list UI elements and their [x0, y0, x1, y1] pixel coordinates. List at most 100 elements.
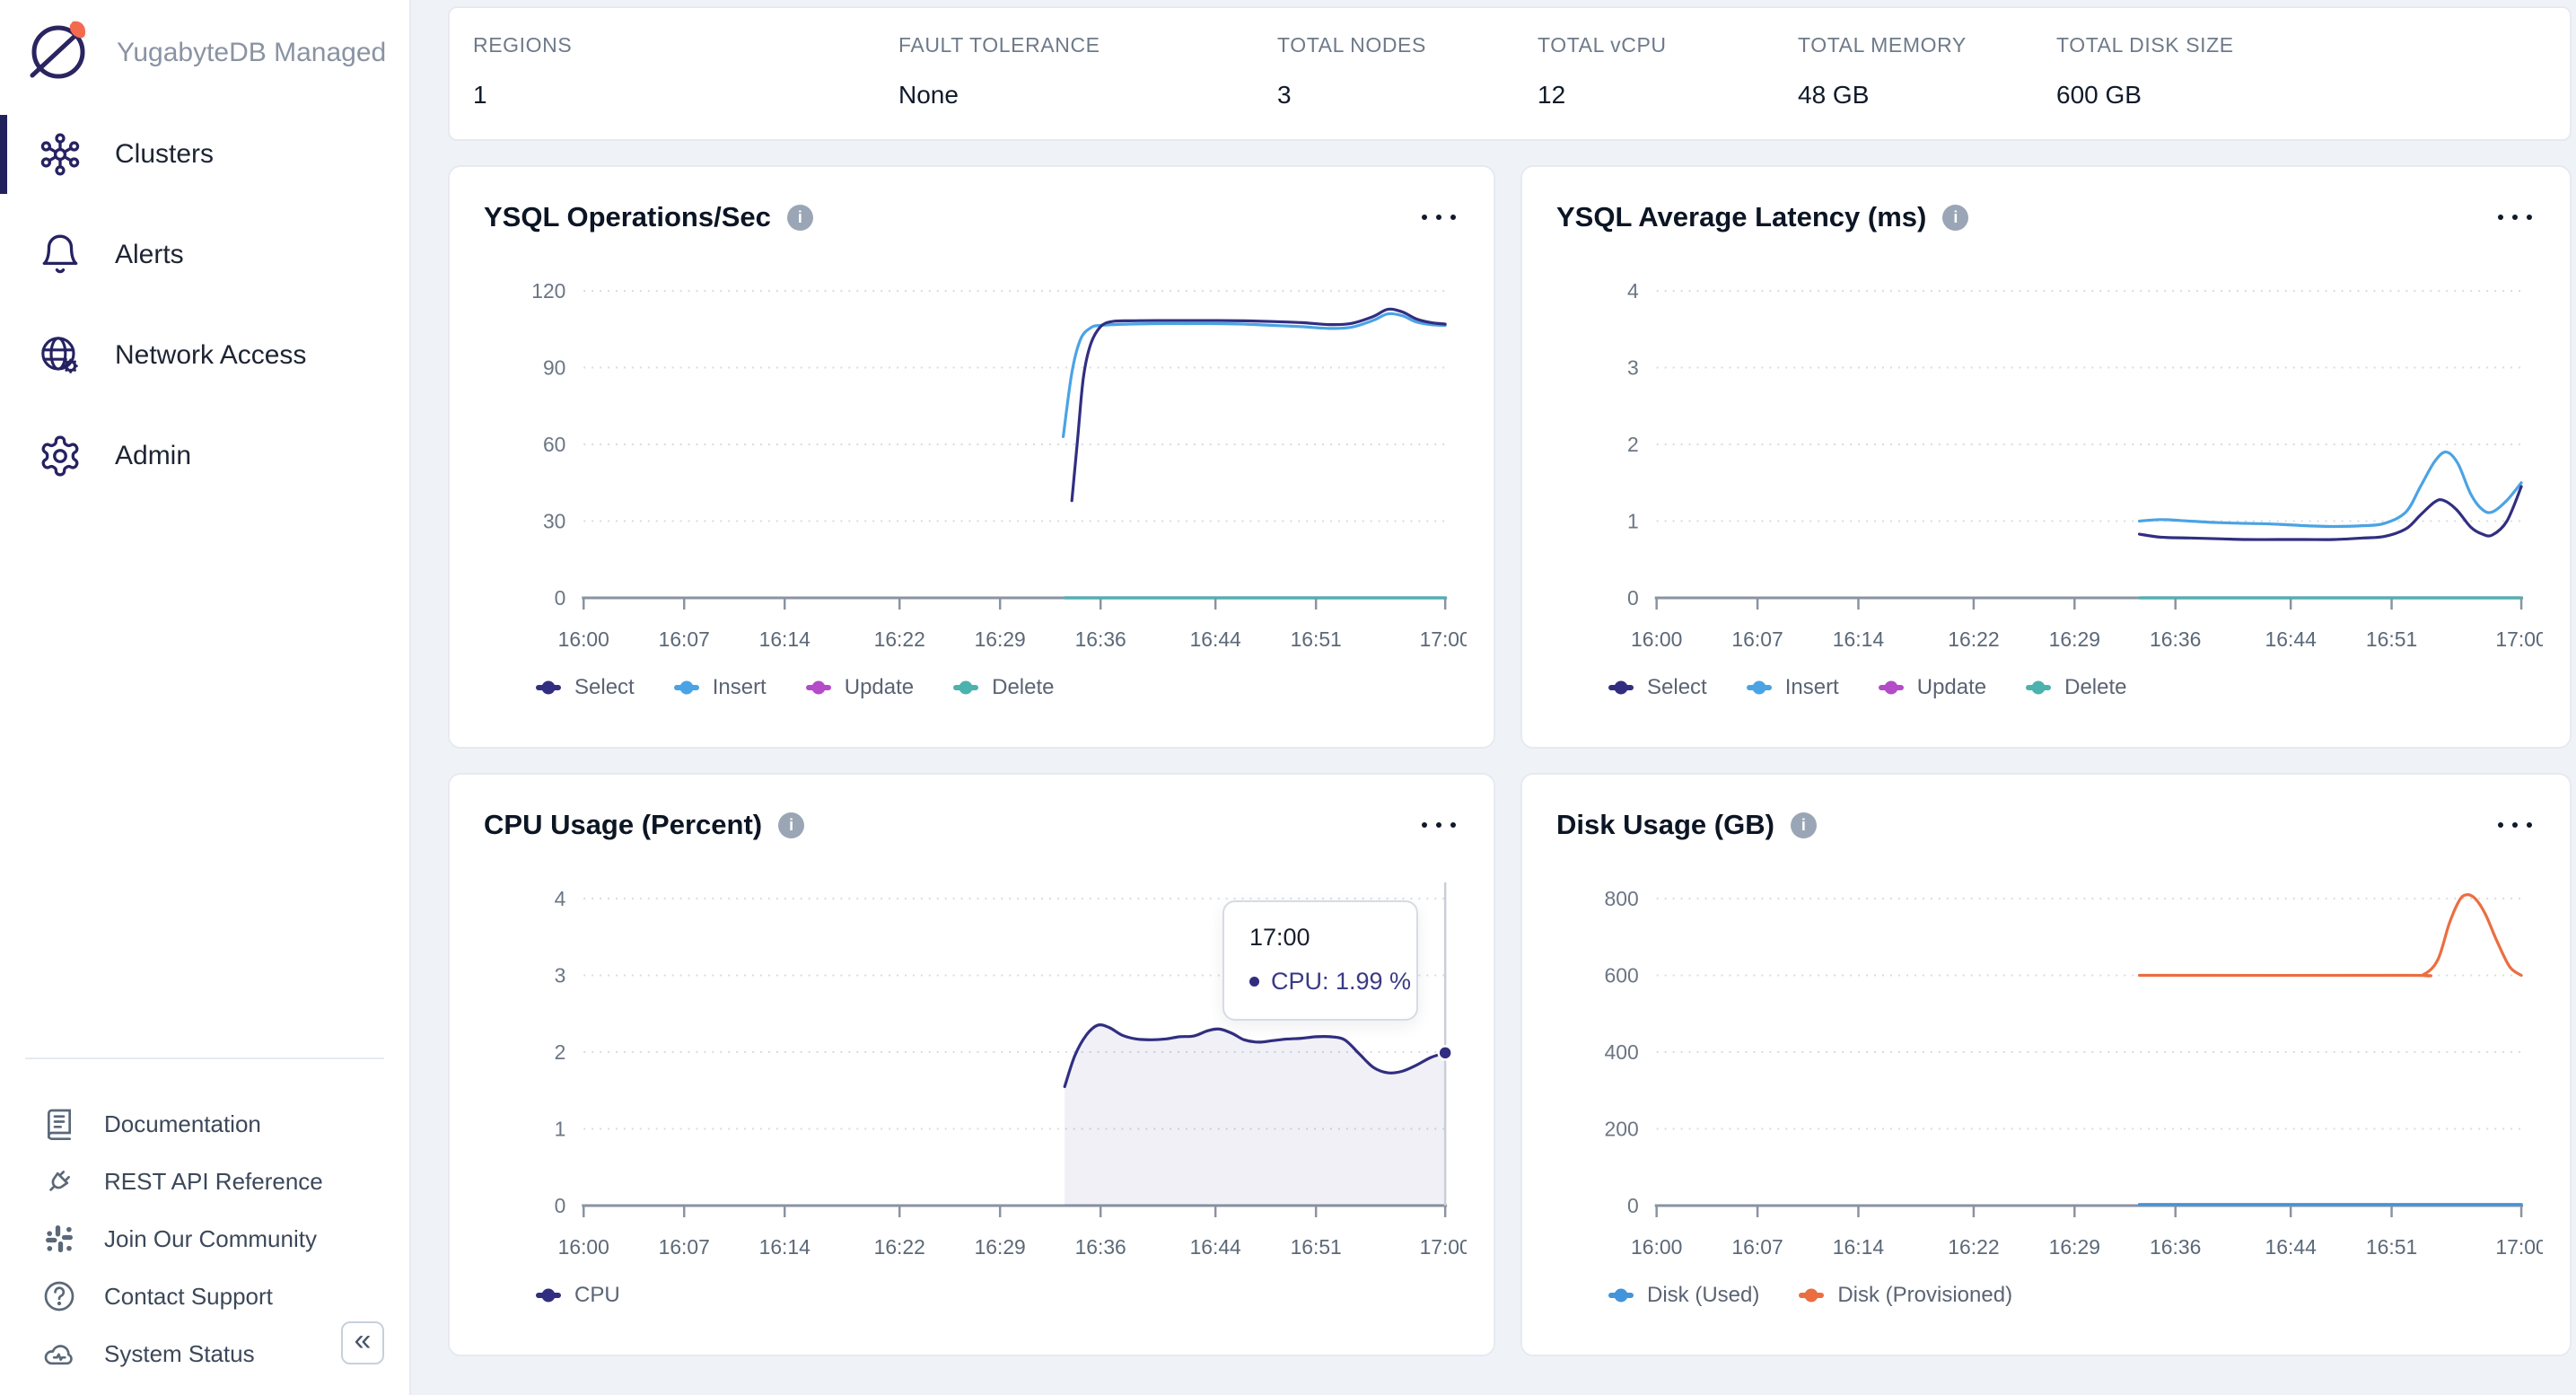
stat-regions: REGIONS 1: [473, 33, 898, 110]
chart-canvas[interactable]: 0 30 60 90 120 16:00 16:07 16:14 16:22 16:29 16:36…: [477, 241, 1467, 673]
footer-item-label: Documentation: [104, 1110, 261, 1137]
slack-icon: [41, 1221, 77, 1257]
legend-item[interactable]: Insert: [673, 675, 767, 700]
legend-item[interactable]: CPU: [536, 1283, 620, 1308]
card-header: CPU Usage (Percent) i: [477, 775, 1467, 848]
legend-marker-icon: [1878, 685, 1904, 690]
stat-label: REGIONS: [473, 33, 573, 57]
legend-label: Delete: [2064, 675, 2127, 699]
svg-text:16:07: 16:07: [659, 1235, 710, 1259]
svg-text:16:36: 16:36: [1075, 627, 1126, 651]
chart-card-ysql-operations: YSQL Operations/Sec i 0 30 60 90 120 16:00 16:…: [448, 165, 1495, 749]
legend-item[interactable]: Select: [1608, 675, 1707, 700]
svg-text:16:51: 16:51: [1291, 627, 1342, 651]
svg-text:16:36: 16:36: [1075, 1235, 1126, 1259]
legend-item[interactable]: Select: [536, 675, 635, 700]
svg-text:800: 800: [1604, 887, 1638, 910]
svg-text:16:14: 16:14: [1833, 1235, 1885, 1259]
card-header: YSQL Average Latency (ms) i: [1549, 167, 2543, 241]
chart-card-ysql-latency: YSQL Average Latency (ms) i 0 1 2 3 4 16:00 16…: [1520, 165, 2572, 749]
sidebar-item-label: Admin: [115, 441, 192, 470]
legend-item[interactable]: Delete: [953, 675, 1055, 700]
yugabyte-logo-icon: [23, 14, 95, 91]
legend-label: Disk (Used): [1647, 1283, 1760, 1307]
svg-text:2: 2: [555, 1040, 566, 1064]
stat-total-nodes: TOTAL NODES 3: [1277, 33, 1538, 110]
question-circle-icon: [41, 1278, 77, 1314]
legend-item[interactable]: Insert: [1746, 675, 1839, 700]
gear-icon: [38, 434, 83, 478]
svg-text:2: 2: [1627, 433, 1639, 456]
tooltip-value-line: CPU: 1.99 %: [1249, 968, 1416, 996]
sidebar-item-system-status[interactable]: System Status: [0, 1325, 409, 1382]
legend-marker-icon: [673, 685, 699, 690]
sidebar-item-join-our-community[interactable]: Join Our Community: [0, 1210, 409, 1268]
stat-label: TOTAL MEMORY: [1798, 33, 1967, 57]
chart-canvas[interactable]: 0 1 2 3 4 16:00 16:07 16:14 16:22 16:29 16:36 16:44…: [1549, 241, 2543, 673]
chart-legend: Disk (Used) Disk (Provisioned): [1608, 1283, 2543, 1308]
svg-text:200: 200: [1604, 1117, 1638, 1140]
footer-item-label: Join Our Community: [104, 1224, 317, 1252]
svg-text:16:07: 16:07: [659, 627, 710, 651]
legend-marker-icon: [1608, 685, 1634, 690]
sidebar-item-documentation[interactable]: Documentation: [0, 1095, 409, 1153]
sidebar-item-rest-api-reference[interactable]: REST API Reference: [0, 1153, 409, 1210]
svg-text:600: 600: [1604, 963, 1638, 987]
stat-value: 48 GB: [1798, 81, 1870, 109]
legend-item[interactable]: Update: [805, 675, 914, 700]
kebab-menu-icon[interactable]: [1418, 206, 1459, 229]
svg-text:16:29: 16:29: [975, 1235, 1026, 1259]
svg-text:0: 0: [1627, 1194, 1639, 1217]
svg-text:17:00: 17:00: [1420, 627, 1467, 651]
info-icon[interactable]: i: [786, 204, 813, 231]
sidebar-divider: [25, 1057, 384, 1059]
tooltip-value: CPU: 1.99 %: [1271, 968, 1412, 995]
legend-marker-icon: [1799, 1293, 1825, 1298]
legend-label: Insert: [712, 675, 767, 699]
cluster-stats-bar: REGIONS 1 FAULT TOLERANCE None TOTAL NOD…: [448, 6, 2572, 141]
info-icon[interactable]: i: [1942, 204, 1969, 231]
stat-total-disk-size: TOTAL DISK SIZE 600 GB: [2056, 33, 2234, 110]
kebab-menu-icon[interactable]: [2494, 813, 2536, 837]
svg-text:17:00: 17:00: [2495, 1235, 2543, 1259]
info-icon[interactable]: i: [778, 812, 805, 838]
kebab-menu-icon[interactable]: [2494, 206, 2536, 229]
svg-text:16:22: 16:22: [874, 627, 925, 651]
sidebar-item-alerts[interactable]: Alerts: [0, 205, 409, 305]
footer-item-label: REST API Reference: [104, 1167, 323, 1195]
legend-label: Select: [574, 675, 635, 699]
plug-icon: [41, 1163, 77, 1199]
sidebar-item-network-access[interactable]: Network Access: [0, 305, 409, 406]
svg-text:4: 4: [1627, 279, 1639, 303]
bell-icon: [38, 232, 83, 277]
legend-marker-icon: [953, 685, 979, 690]
sidebar-item-label: Alerts: [115, 240, 184, 269]
sidebar-item-contact-support[interactable]: Contact Support: [0, 1268, 409, 1325]
sidebar-collapse-button[interactable]: «: [341, 1321, 384, 1364]
sidebar-item-label: Network Access: [115, 340, 307, 370]
svg-text:16:44: 16:44: [1190, 627, 1241, 651]
legend-marker-icon: [2026, 685, 2052, 690]
footer-item-label: Contact Support: [104, 1282, 273, 1310]
kebab-menu-icon[interactable]: [1418, 813, 1459, 837]
svg-text:16:22: 16:22: [1948, 627, 1999, 651]
sidebar-item-admin[interactable]: Admin: [0, 406, 409, 506]
legend-item[interactable]: Delete: [2026, 675, 2127, 700]
svg-text:60: 60: [543, 433, 565, 456]
legend-marker-icon: [536, 685, 561, 690]
chart-title: CPU Usage (Percent): [484, 809, 763, 840]
svg-text:30: 30: [543, 509, 565, 532]
legend-item[interactable]: Disk (Provisioned): [1799, 1283, 2012, 1308]
chart-canvas[interactable]: 0 200 400 600 800 16:00 16:07 16:14 16:22 16:29 16…: [1549, 848, 2543, 1281]
crosshair-dot: [1437, 1045, 1453, 1061]
main-content: REGIONS 1 FAULT TOLERANCE None TOTAL NOD…: [448, 6, 2572, 1356]
legend-item[interactable]: Disk (Used): [1608, 1283, 1759, 1308]
sidebar-item-clusters[interactable]: Clusters: [0, 104, 409, 205]
legend-label: Disk (Provisioned): [1837, 1283, 2013, 1307]
chart-legend: CPU: [536, 1283, 1467, 1308]
chart-canvas[interactable]: 0 1 2 3 4 16:00 16:07 16:14 16:22 16:29 16:36 16:44…: [477, 848, 1467, 1281]
tooltip-time: 17:00: [1249, 924, 1310, 951]
info-icon[interactable]: i: [1790, 812, 1817, 838]
legend-item[interactable]: Update: [1878, 675, 1986, 700]
